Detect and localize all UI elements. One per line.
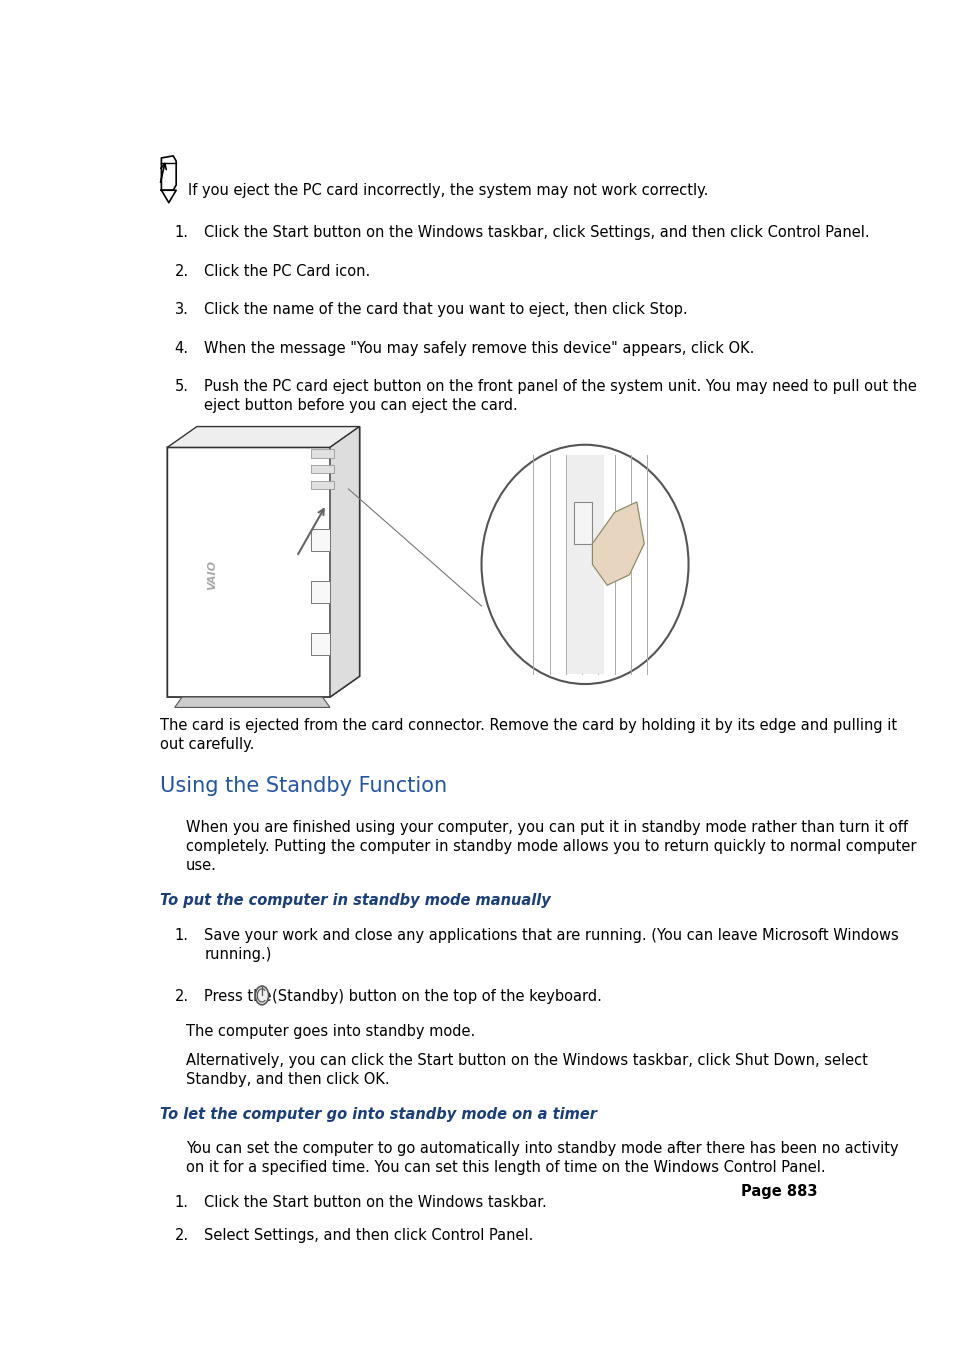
Text: Save your work and close any applications that are running. (You can leave Micro: Save your work and close any application…: [204, 928, 898, 943]
Text: You can set the computer to go automatically into standby mode after there has b: You can set the computer to go automatic…: [186, 1142, 898, 1156]
Polygon shape: [174, 697, 330, 708]
Polygon shape: [167, 427, 359, 447]
Text: Standby, and then click OK.: Standby, and then click OK.: [186, 1071, 389, 1088]
Text: Click the Start button on the Windows taskbar.: Click the Start button on the Windows ta…: [204, 1196, 546, 1210]
Text: To let the computer go into standby mode on a timer: To let the computer go into standby mode…: [160, 1106, 597, 1121]
Text: Press the: Press the: [204, 989, 272, 1004]
Text: The card is ejected from the card connector. Remove the card by holding it by it: The card is ejected from the card connec…: [160, 717, 896, 732]
Text: Click the name of the card that you want to eject, then click Stop.: Click the name of the card that you want…: [204, 303, 687, 317]
Text: completely. Putting the computer in standby mode allows you to return quickly to: completely. Putting the computer in stan…: [186, 839, 915, 854]
Text: 2.: 2.: [174, 989, 189, 1004]
Bar: [311, 528, 330, 551]
Text: Click the Start button on the Windows taskbar, click Settings, and then click Co: Click the Start button on the Windows ta…: [204, 226, 869, 240]
Text: Click the PC Card icon.: Click the PC Card icon.: [204, 263, 370, 278]
Text: Using the Standby Function: Using the Standby Function: [160, 775, 447, 796]
Bar: [311, 465, 334, 473]
Text: 4.: 4.: [174, 340, 189, 355]
Bar: [311, 632, 330, 655]
Bar: [311, 481, 334, 489]
Bar: [574, 503, 592, 543]
Text: Alternatively, you can click the Start button on the Windows taskbar, click Shut: Alternatively, you can click the Start b…: [186, 1052, 867, 1067]
Text: The computer goes into standby mode.: The computer goes into standby mode.: [186, 1024, 475, 1039]
Text: VAIO: VAIO: [207, 559, 216, 590]
Ellipse shape: [481, 444, 688, 684]
Text: 2.: 2.: [174, 263, 189, 278]
Text: eject button before you can eject the card.: eject button before you can eject the ca…: [204, 399, 517, 413]
Text: To put the computer in standby mode manually: To put the computer in standby mode manu…: [160, 893, 550, 908]
Circle shape: [255, 986, 269, 1005]
Text: 1.: 1.: [174, 226, 189, 240]
Polygon shape: [167, 427, 359, 697]
Text: When you are finished using your computer, you can put it in standby mode rather: When you are finished using your compute…: [186, 820, 907, 835]
Text: 5.: 5.: [174, 380, 189, 394]
Text: (Standby) button on the top of the keyboard.: (Standby) button on the top of the keybo…: [272, 989, 601, 1004]
Text: Page 883: Page 883: [740, 1183, 817, 1198]
Bar: [311, 581, 330, 604]
Text: 2.: 2.: [174, 1228, 189, 1243]
Polygon shape: [330, 427, 359, 697]
Text: When the message "You may safely remove this device" appears, click OK.: When the message "You may safely remove …: [204, 340, 754, 355]
Bar: [566, 455, 603, 674]
Text: use.: use.: [186, 858, 216, 873]
Text: Select Settings, and then click Control Panel.: Select Settings, and then click Control …: [204, 1228, 533, 1243]
Text: 1.: 1.: [174, 1196, 189, 1210]
Text: 1.: 1.: [174, 928, 189, 943]
Bar: [311, 450, 334, 458]
Text: If you eject the PC card incorrectly, the system may not work correctly.: If you eject the PC card incorrectly, th…: [188, 182, 708, 199]
Text: Push the PC card eject button on the front panel of the system unit. You may nee: Push the PC card eject button on the fro…: [204, 380, 916, 394]
Polygon shape: [592, 503, 643, 585]
Text: 3.: 3.: [174, 303, 189, 317]
Text: out carefully.: out carefully.: [160, 738, 254, 753]
Text: running.): running.): [204, 947, 272, 962]
Text: on it for a specified time. You can set this length of time on the Windows Contr: on it for a specified time. You can set …: [186, 1161, 824, 1175]
